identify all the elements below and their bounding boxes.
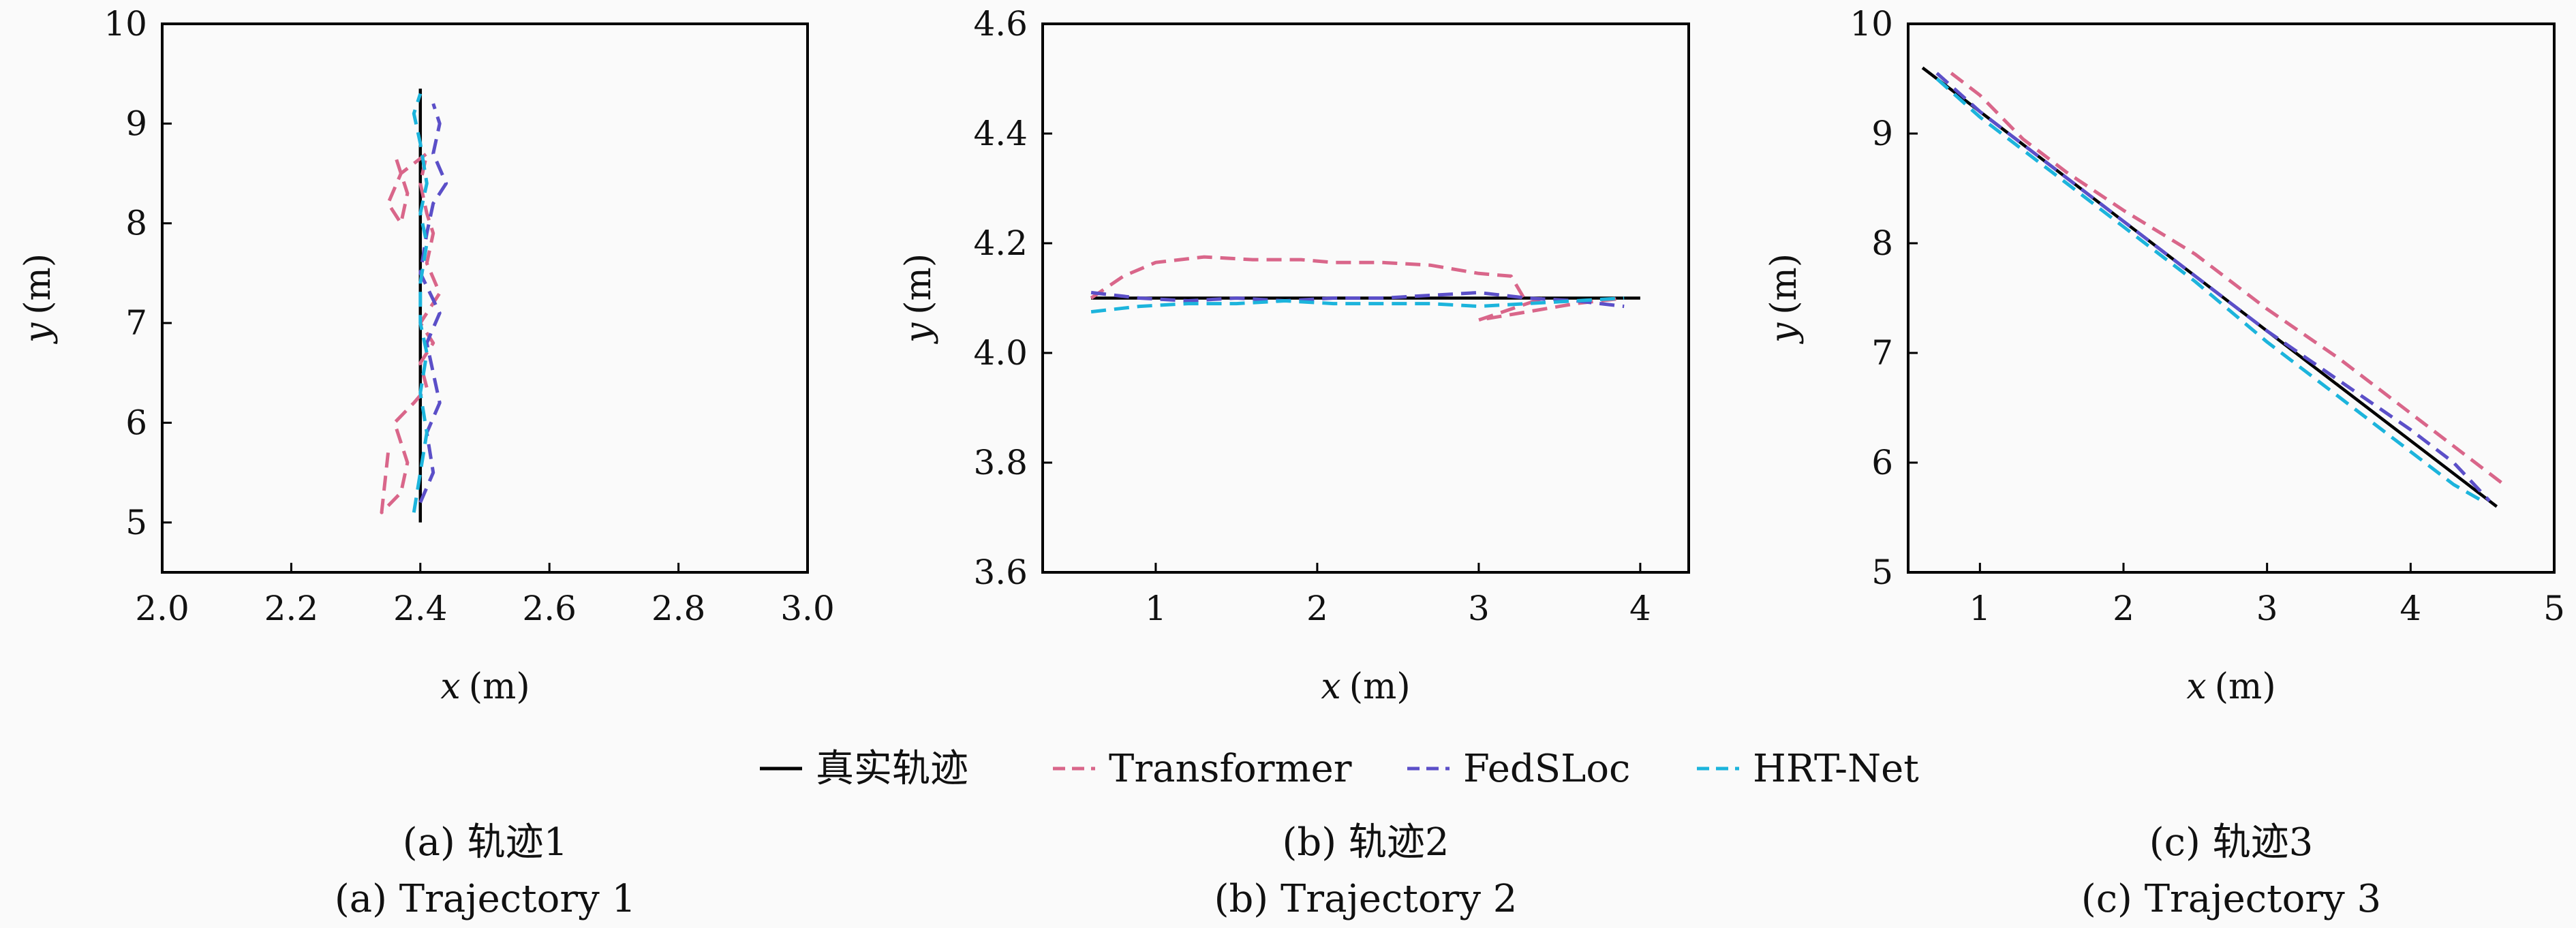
y-tick-label: 5 <box>125 503 147 542</box>
y-tick-label: 8 <box>1871 223 1893 263</box>
y-tick-label: 3.6 <box>973 553 1028 592</box>
legend-item-4: HRT-Net <box>1697 747 1919 791</box>
x-tick-label: 4 <box>1629 589 1651 628</box>
plot-frame <box>162 24 808 572</box>
y-tick-label: 7 <box>1871 333 1893 373</box>
legend-label: HRT-Net <box>1753 747 1919 791</box>
x-tick-label: 2.2 <box>264 589 319 628</box>
legend-item-3: FedSLoc <box>1407 747 1630 791</box>
caption-en: (c) Trajectory 3 <box>2081 877 2381 921</box>
x-tick-label: 2.0 <box>135 589 189 628</box>
x-axis-label: x(m) <box>1321 666 1410 707</box>
legend-label: FedSLoc <box>1463 747 1630 791</box>
y-tick-label: 4.0 <box>973 333 1028 373</box>
caption-cn: (a) 轨迹1 <box>403 820 568 865</box>
y-tick-label: 3.8 <box>973 443 1028 482</box>
x-tick-label: 2.8 <box>651 589 706 628</box>
y-tick-label: 4.6 <box>973 4 1028 44</box>
legend-label: Transformer <box>1109 747 1352 791</box>
caption-en: (b) Trajectory 2 <box>1214 877 1518 921</box>
series-line-transformer-panel3 <box>1951 73 2504 484</box>
y-tick-label: 6 <box>125 403 147 442</box>
caption-cn: (b) 轨迹2 <box>1283 820 1450 865</box>
x-tick-label: 2 <box>1306 589 1328 628</box>
x-tick-label: 1 <box>1145 589 1167 628</box>
x-tick-label: 5 <box>2543 589 2565 628</box>
x-tick-label: 2.6 <box>522 589 577 628</box>
x-tick-label: 3.0 <box>780 589 835 628</box>
y-tick-label: 5 <box>1871 553 1893 592</box>
y-tick-label: 10 <box>1850 4 1893 44</box>
x-axis-label: x(m) <box>2186 666 2275 707</box>
legend-item-2: Transformer <box>1053 747 1352 791</box>
y-tick-label: 4.4 <box>973 114 1028 153</box>
legend: 真实轨迹 Transformer FedSLoc HRT-Net <box>760 747 1919 791</box>
y-tick-label: 4.2 <box>973 223 1028 263</box>
y-axis-label: y(m) <box>18 253 59 344</box>
plot-frame <box>1908 24 2554 572</box>
x-tick-label: 3 <box>2256 589 2278 628</box>
x-tick-label: 1 <box>1969 589 1991 628</box>
legend-label: 真实轨迹 <box>816 747 968 791</box>
y-tick-label: 9 <box>125 104 147 143</box>
x-tick-label: 2 <box>2113 589 2134 628</box>
x-tick-label: 3 <box>1468 589 1490 628</box>
caption-en: (a) Trajectory 1 <box>335 877 636 921</box>
y-tick-label: 10 <box>104 4 147 44</box>
y-tick-label: 8 <box>125 204 147 243</box>
y-axis-label: y(m) <box>898 253 939 344</box>
y-tick-label: 7 <box>125 303 147 343</box>
y-tick-label: 6 <box>1871 443 1893 482</box>
legend-item-1: 真实轨迹 <box>760 747 968 791</box>
series-line-transformer-panel2 <box>1091 257 1624 320</box>
y-axis-label: y(m) <box>1764 253 1805 344</box>
chart-panel-1: 2.0 2.2 2.4 2.6 2.8 3.0 5 6 7 8 9 10 x(m) y(m) (a) 轨迹1… <box>18 4 835 921</box>
x-axis-label: x(m) <box>440 666 530 707</box>
caption-cn: (c) 轨迹3 <box>2149 820 2314 865</box>
x-tick-label: 2.4 <box>393 589 448 628</box>
x-tick-label: 4 <box>2399 589 2421 628</box>
y-tick-label: 9 <box>1871 114 1893 153</box>
